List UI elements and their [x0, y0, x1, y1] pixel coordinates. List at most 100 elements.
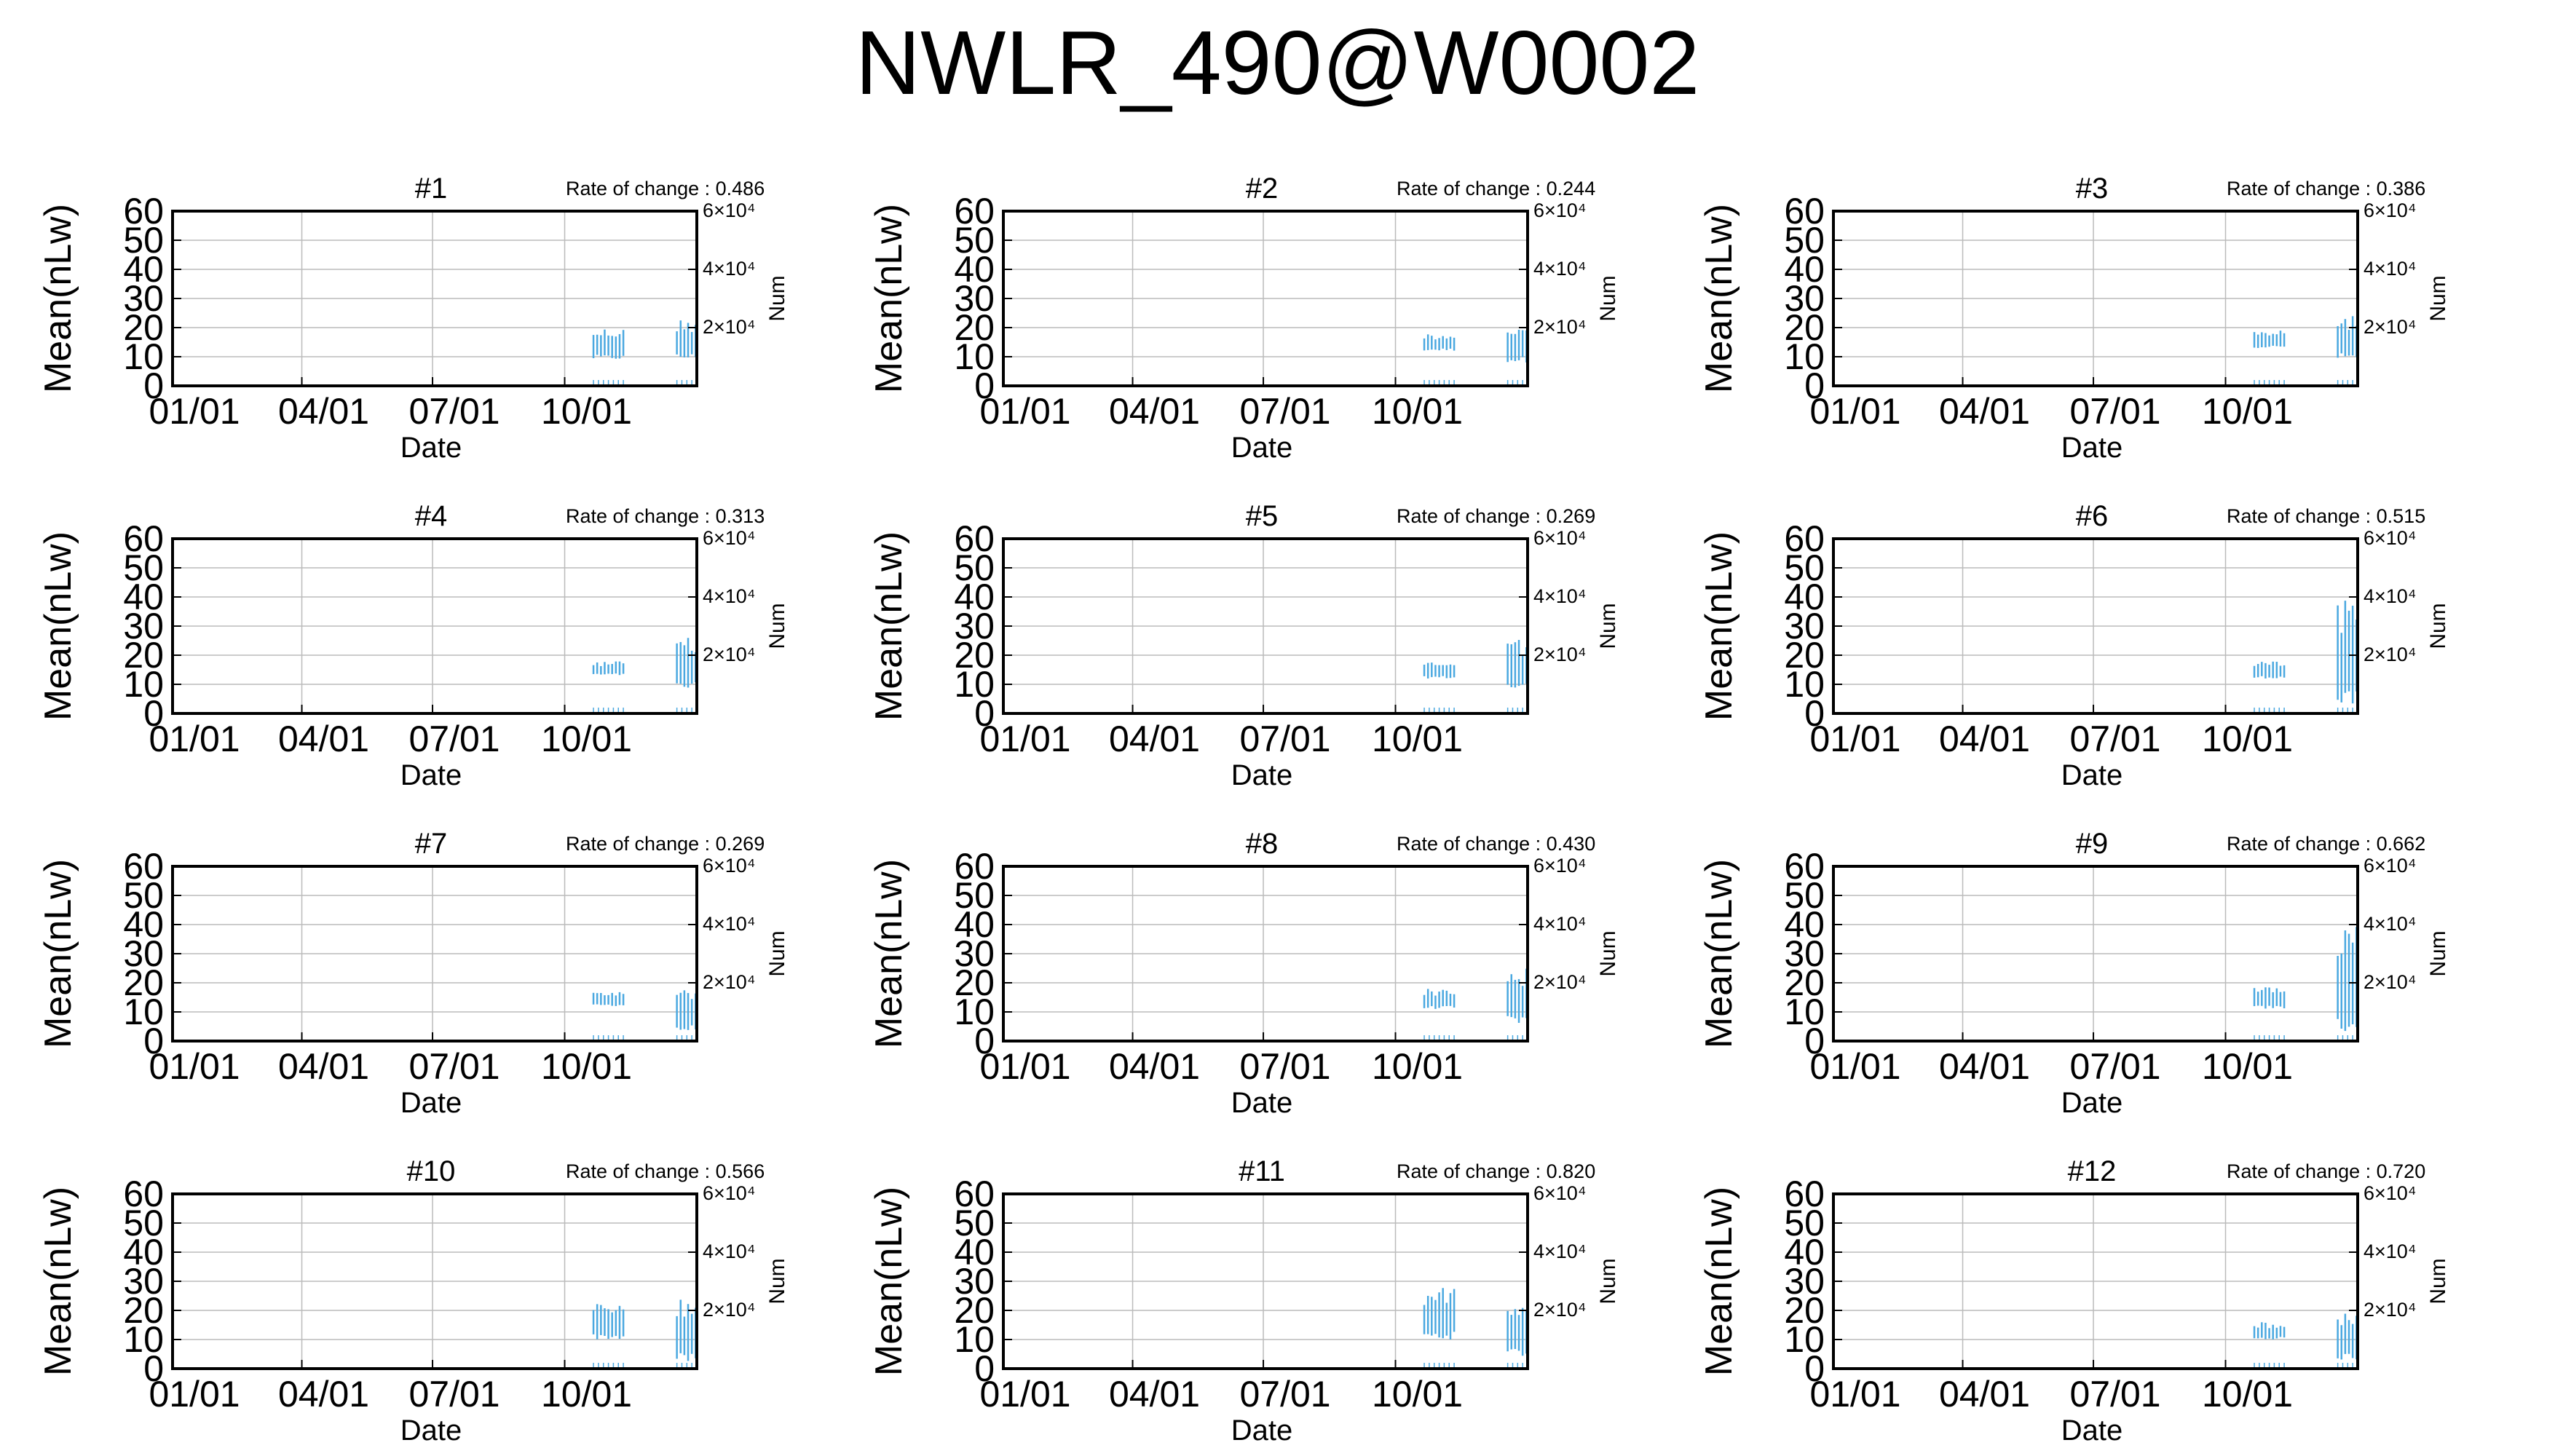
- y-tick-label: 50: [954, 875, 995, 916]
- y-tick-label: 0: [974, 1348, 995, 1389]
- y2-axis-label: Num: [2426, 603, 2450, 649]
- y-tick-label: 20: [123, 307, 164, 348]
- x-tick-label: 01/01: [149, 391, 240, 432]
- x-tick-label: 07/01: [408, 1046, 499, 1087]
- y2-axis-label: Num: [765, 1258, 789, 1304]
- x-tick-label: 04/01: [278, 1046, 369, 1087]
- y-tick-label: 50: [1784, 875, 1825, 916]
- y-tick-label: 20: [1784, 635, 1825, 676]
- panel-title: #6: [2076, 500, 2109, 532]
- y-tick-label: 60: [954, 846, 995, 887]
- x-tick-label: 01/01: [1809, 1046, 1900, 1087]
- y-tick-label: 60: [1784, 518, 1825, 559]
- y2-tick-label: 6×10⁴: [2364, 855, 2416, 877]
- x-tick-label: 10/01: [1372, 1374, 1463, 1415]
- y-tick-label: 50: [954, 1203, 995, 1243]
- x-tick-label: 01/01: [149, 1374, 240, 1415]
- y-tick-label: 40: [954, 249, 995, 290]
- x-axis-label: Date: [2061, 1087, 2123, 1119]
- y-tick-label: 30: [123, 278, 164, 319]
- x-tick-label: 01/01: [149, 1046, 240, 1087]
- y-tick-label: 10: [1784, 336, 1825, 377]
- y2-tick-label: 2×10⁴: [703, 971, 755, 993]
- y-tick-label: 20: [123, 962, 164, 1003]
- x-tick-label: 01/01: [149, 719, 240, 759]
- y2-tick-label: 6×10⁴: [703, 199, 755, 221]
- panel-title: #1: [415, 173, 448, 205]
- y-tick-label: 20: [1784, 1290, 1825, 1331]
- x-tick-label: 04/01: [1939, 1374, 2030, 1415]
- y2-axis-label: Num: [1596, 1258, 1620, 1304]
- y-tick-label: 0: [143, 693, 164, 734]
- y2-tick-label: 6×10⁴: [1533, 527, 1586, 549]
- y2-tick-label: 2×10⁴: [1533, 316, 1586, 338]
- page-title: NWLR_490@W0002: [855, 13, 1700, 114]
- y2-tick-label: 6×10⁴: [2364, 199, 2416, 221]
- x-tick-label: 01/01: [979, 719, 1070, 759]
- y-tick-label: 30: [1784, 933, 1825, 974]
- y2-tick-label: 4×10⁴: [2364, 1241, 2416, 1262]
- y-tick-label: 10: [1784, 992, 1825, 1032]
- y-tick-label: 0: [143, 1021, 164, 1061]
- y-tick-label: 20: [954, 307, 995, 348]
- y-tick-label: 50: [123, 1203, 164, 1243]
- y-tick-label: 20: [954, 1290, 995, 1331]
- x-axis-label: Date: [2061, 1415, 2123, 1447]
- rate-of-change: Rate of change : 0.820: [1397, 1160, 1595, 1182]
- y-tick-label: 30: [123, 933, 164, 974]
- y-tick-label: 40: [954, 577, 995, 617]
- y2-tick-label: 6×10⁴: [703, 1182, 755, 1204]
- x-tick-label: 04/01: [1939, 1046, 2030, 1087]
- y-tick-label: 50: [1784, 547, 1825, 588]
- rate-of-change: Rate of change : 0.269: [566, 833, 765, 855]
- x-tick-label: 10/01: [1372, 719, 1463, 759]
- y2-tick-label: 4×10⁴: [1533, 1241, 1586, 1262]
- panel-title: #11: [1239, 1155, 1285, 1187]
- x-tick-label: 04/01: [1109, 391, 1200, 432]
- x-axis-label: Date: [2061, 759, 2123, 791]
- y-tick-label: 30: [1784, 606, 1825, 646]
- y2-tick-label: 6×10⁴: [2364, 527, 2416, 549]
- x-tick-label: 10/01: [541, 1046, 632, 1087]
- y-tick-label: 30: [1784, 278, 1825, 319]
- y-tick-label: 60: [1784, 191, 1825, 232]
- x-tick-label: 10/01: [1372, 391, 1463, 432]
- y-tick-label: 10: [954, 664, 995, 705]
- y-tick-label: 30: [954, 933, 995, 974]
- rate-of-change: Rate of change : 0.430: [1397, 833, 1595, 855]
- y-tick-label: 10: [954, 336, 995, 377]
- x-tick-label: 07/01: [2069, 391, 2160, 432]
- rate-of-change: Rate of change : 0.515: [2227, 505, 2425, 527]
- y-axis-label: Mean(nLw): [1698, 204, 1740, 393]
- y-tick-label: 60: [954, 518, 995, 559]
- y2-axis-label: Num: [2426, 1258, 2450, 1304]
- y-tick-label: 0: [1804, 365, 1825, 406]
- y-tick-label: 40: [954, 904, 995, 945]
- rate-of-change: Rate of change : 0.269: [1397, 505, 1595, 527]
- rate-of-change: Rate of change : 0.386: [2227, 178, 2425, 199]
- y-tick-label: 0: [1804, 1021, 1825, 1061]
- x-tick-label: 01/01: [979, 391, 1070, 432]
- x-tick-label: 10/01: [2202, 719, 2293, 759]
- y2-tick-label: 4×10⁴: [703, 1241, 755, 1262]
- x-tick-label: 07/01: [1239, 719, 1330, 759]
- y-tick-label: 60: [123, 518, 164, 559]
- panel-title: #5: [1246, 500, 1279, 532]
- y2-tick-label: 2×10⁴: [2364, 1299, 2416, 1321]
- x-tick-label: 04/01: [278, 391, 369, 432]
- panel-title: #3: [2076, 173, 2109, 205]
- y-tick-label: 10: [1784, 664, 1825, 705]
- x-tick-label: 01/01: [1809, 1374, 1900, 1415]
- panel-title: #12: [2068, 1155, 2117, 1187]
- y2-axis-label: Num: [1596, 603, 1620, 649]
- y-tick-label: 10: [123, 336, 164, 377]
- rate-of-change: Rate of change : 0.486: [566, 178, 765, 199]
- y2-tick-label: 6×10⁴: [1533, 199, 1586, 221]
- x-tick-label: 04/01: [1109, 1374, 1200, 1415]
- x-tick-label: 10/01: [541, 1374, 632, 1415]
